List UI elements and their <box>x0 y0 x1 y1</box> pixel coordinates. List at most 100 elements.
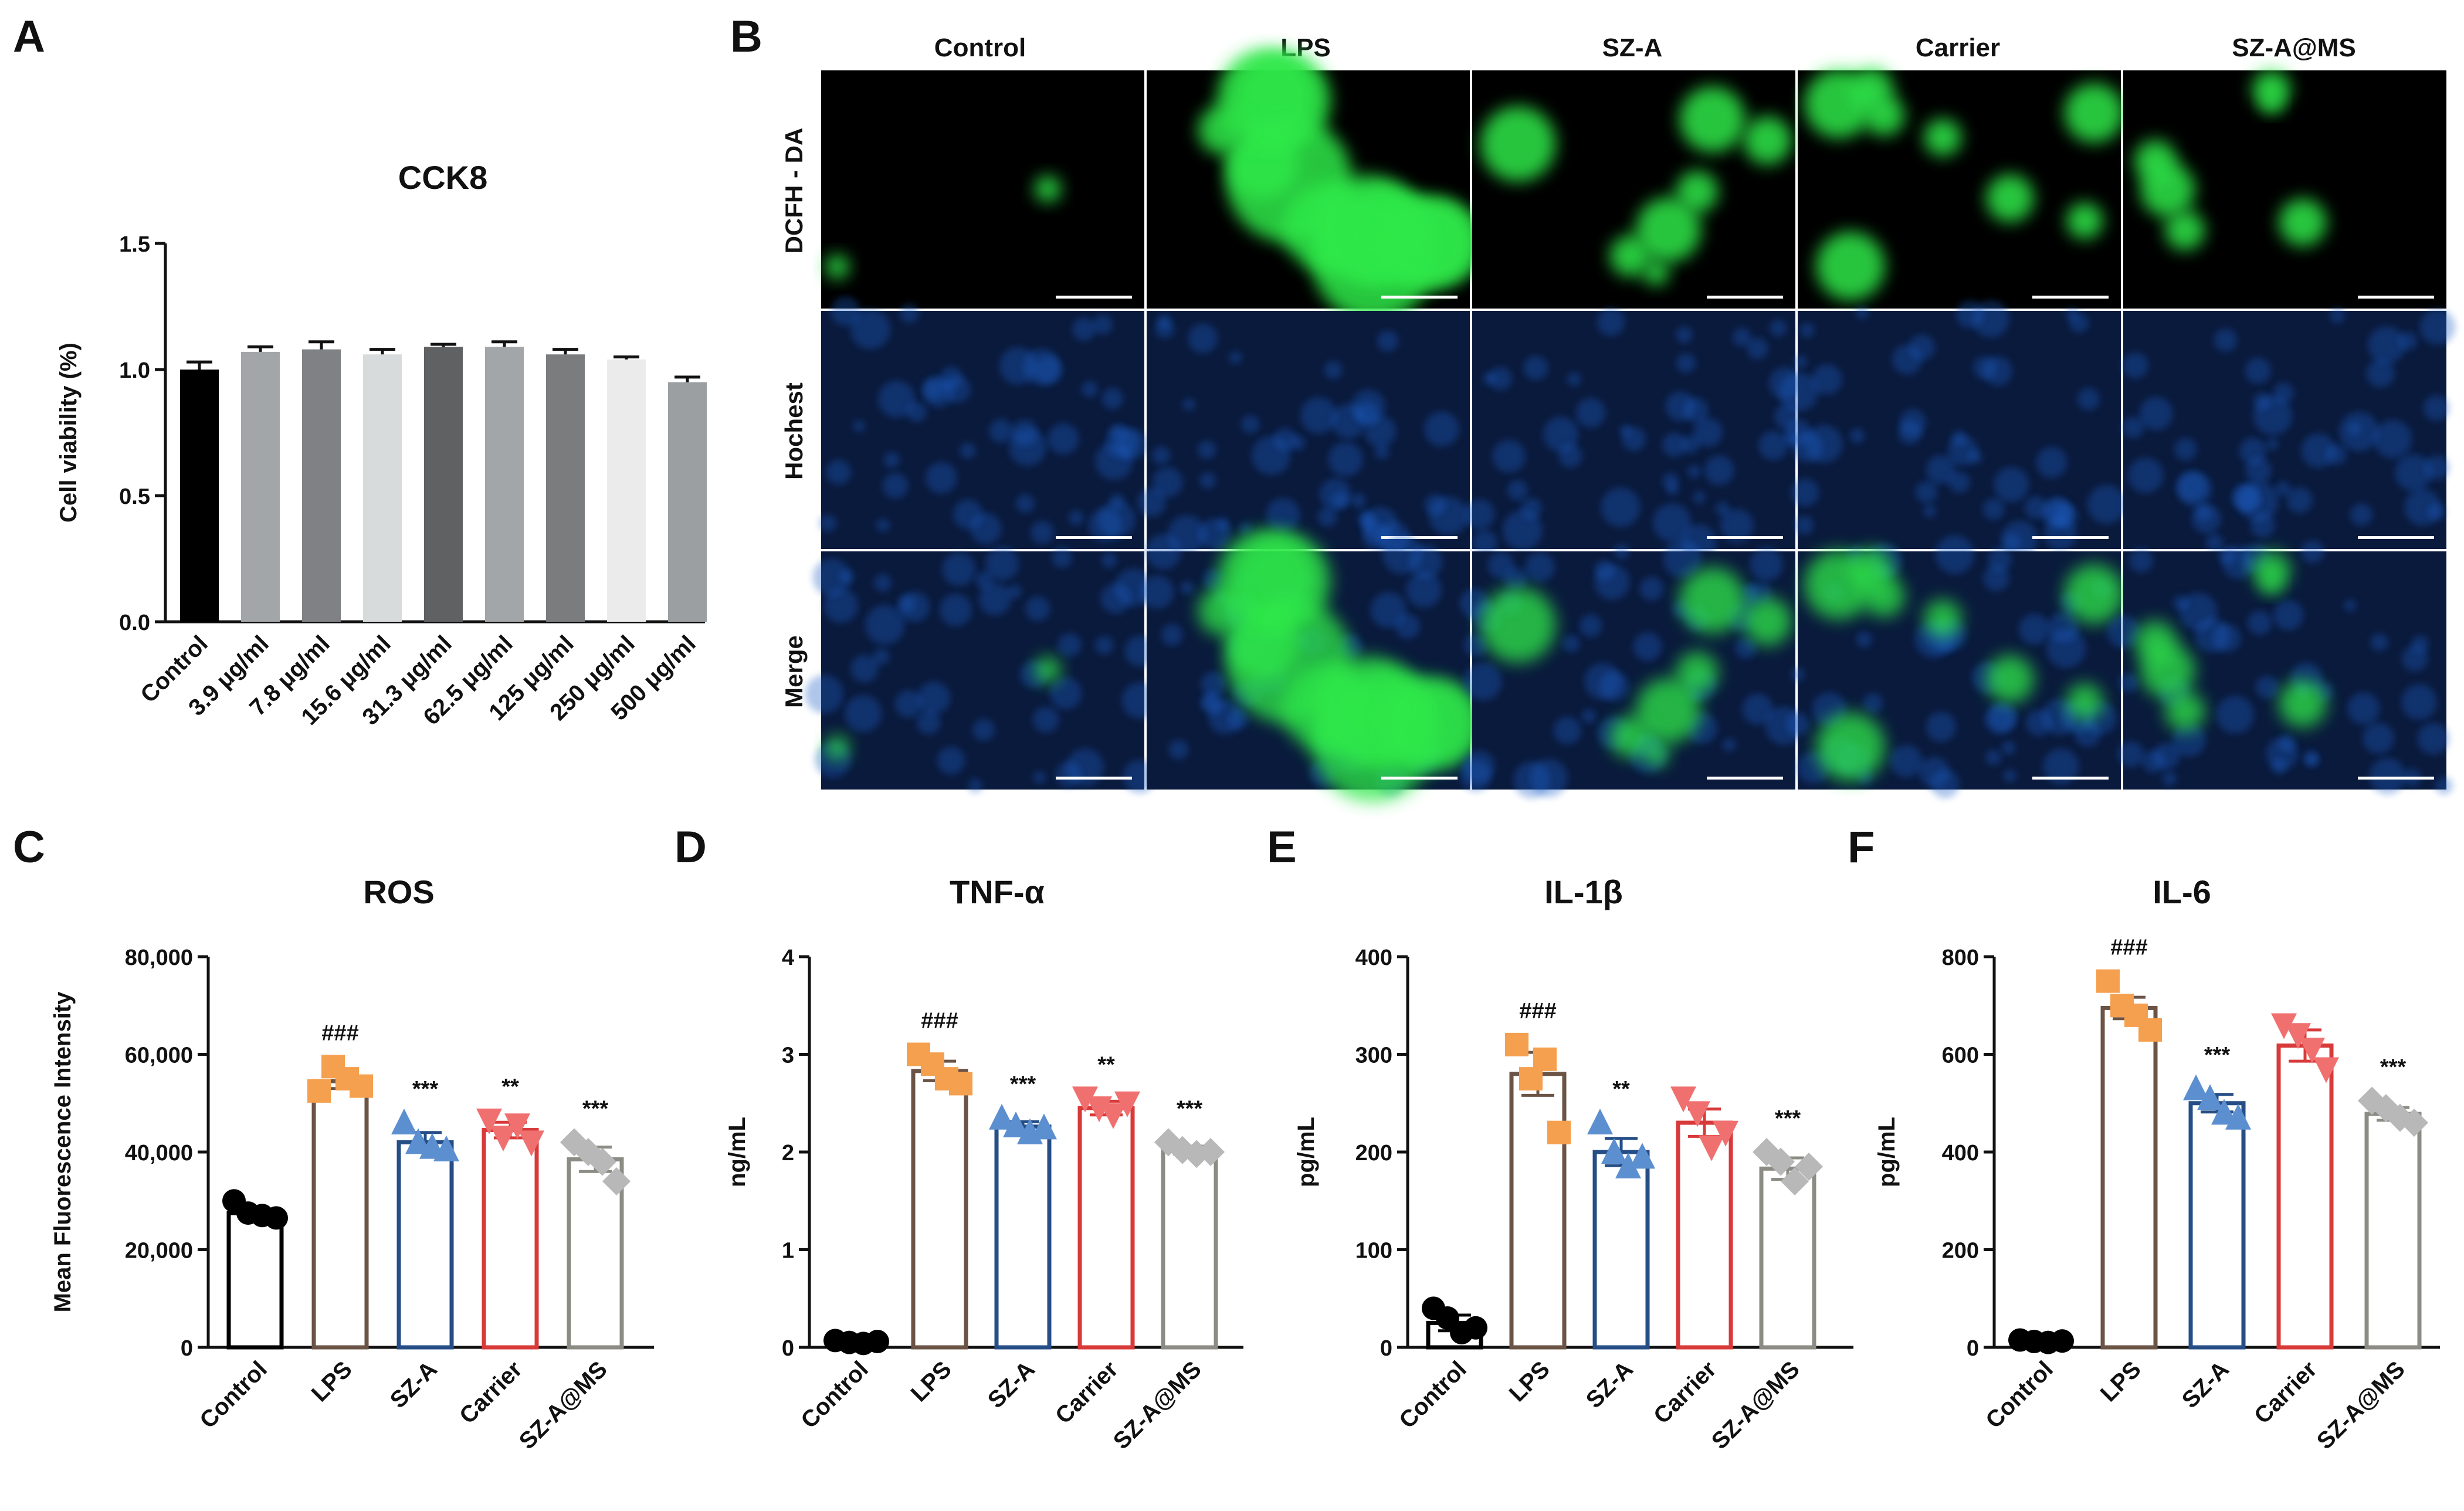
nuclei-blob <box>1241 415 1260 433</box>
y-tick-label: 0 <box>1380 1336 1392 1361</box>
fluorescence-cluster <box>1198 105 1247 155</box>
nuclei-blob <box>878 380 916 418</box>
fluorescence-cluster <box>1816 712 1885 782</box>
data-point <box>1114 1091 1140 1117</box>
y-axis-label: pg/mL <box>1874 1117 1900 1187</box>
bar-carrier <box>2276 1044 2334 1350</box>
y-tick-label: 1.0 <box>119 358 150 383</box>
nuclei-blob <box>1525 552 1555 582</box>
data-point <box>518 1130 544 1157</box>
nuclei-blob <box>2077 388 2100 411</box>
nuclei-blob <box>1239 522 1252 534</box>
panel-letter-f: F <box>1848 822 1875 872</box>
data-point <box>1533 1047 1557 1071</box>
x-tick-label: Carrier <box>2249 1356 2322 1429</box>
nuclei-blob <box>1273 428 1297 451</box>
significance-label: ** <box>1612 1077 1630 1102</box>
data-point <box>433 1135 459 1161</box>
nuclei-blob <box>1459 588 1489 618</box>
micrograph-merge-sz-a-ms <box>2107 540 2453 795</box>
fluorescence-cluster <box>1380 195 1474 290</box>
data-point <box>2211 1099 2237 1125</box>
nuclei-blob <box>1464 499 1495 530</box>
bar-sz-a <box>2188 1101 2246 1350</box>
significance-label: ### <box>1519 999 1556 1024</box>
data-point <box>1699 1135 1724 1161</box>
nuclei-blob <box>1094 636 1114 655</box>
nuclei-blob <box>1890 745 1923 778</box>
data-point <box>476 1108 502 1134</box>
data-point <box>1629 1143 1655 1169</box>
nuclei-blob <box>2122 416 2144 439</box>
nuclei-blob <box>1382 534 1422 574</box>
nuclei-blob <box>1594 560 1615 581</box>
nuclei-blob <box>1849 428 1865 443</box>
nuclei-blob <box>1324 361 1343 380</box>
data-point <box>1436 1306 1459 1330</box>
y-tick-label: 200 <box>1355 1141 1392 1166</box>
micrograph-dcfh-da-lps <box>1147 49 1482 321</box>
nuclei-blob <box>865 605 905 645</box>
nuclei-blob <box>2128 458 2164 493</box>
nuclei-blob <box>899 591 930 622</box>
nuclei-blob <box>1931 769 1960 798</box>
nuclei-blob <box>1601 487 1641 527</box>
nuclei-blob <box>2344 599 2357 612</box>
chart-title: IL-6 <box>2153 873 2211 910</box>
nuclei-blob <box>1472 530 1497 555</box>
fluorescence-cluster <box>1676 652 1719 694</box>
nuclei-blob <box>826 459 851 485</box>
y-tick-label: 1.5 <box>119 232 150 257</box>
fluorescence-cluster <box>825 736 849 760</box>
data-point <box>1670 1086 1696 1113</box>
y-tick-label: 2 <box>782 1141 794 1166</box>
micrograph-background <box>821 311 1144 549</box>
nuclei-blob <box>1464 633 1488 657</box>
y-tick-label: 40,000 <box>125 1141 193 1166</box>
nuclei-blob <box>1023 348 1060 385</box>
fluorescence-cluster <box>1816 231 1885 301</box>
significance-label: *** <box>2380 1055 2407 1080</box>
data-point <box>1031 1113 1057 1140</box>
nuclei-blob <box>2216 696 2254 734</box>
nuclei-blob <box>2368 326 2405 364</box>
x-tick-label: SZ-A <box>983 1356 1040 1413</box>
nuclei-blob <box>1229 351 1242 364</box>
scale-bar <box>2032 536 2109 539</box>
nuclei-blob <box>850 309 890 350</box>
nuclei-blob <box>2087 485 2126 524</box>
nuclei-blob <box>2174 438 2197 460</box>
x-tick-label: Carrier <box>1050 1356 1123 1429</box>
nuclei-blob <box>937 747 965 774</box>
fluorescence-cluster <box>2261 572 2282 594</box>
chart-ros: ROS Mean Fluorescence Intensity 0 20,000 40,… <box>50 873 654 1454</box>
nuclei-blob <box>1328 442 1363 477</box>
nuclei-blob <box>1513 761 1550 798</box>
nuclei-blob <box>1377 330 1398 352</box>
nuclei-blob <box>2172 723 2206 757</box>
scale-bar <box>2358 296 2434 299</box>
nuclei-blob <box>1994 467 2029 503</box>
nuclei-blob <box>2247 611 2272 635</box>
fluorescence-cluster <box>2165 210 2205 250</box>
data-point <box>1601 1138 1627 1164</box>
nuclei-blob <box>1662 432 1687 457</box>
nuclei-blob <box>1758 431 1788 460</box>
fluorescence-cluster <box>1380 676 1474 771</box>
bar-lps <box>2100 1005 2158 1350</box>
chart-tnf-alpha: TNF-α ng/mL 0 1 2 3 4 Control ### LPS *** SZ-A ** Car… <box>724 873 1243 1454</box>
nuclei-blob <box>1693 418 1723 447</box>
y-tick-label: 20,000 <box>125 1239 193 1263</box>
significance-label: *** <box>412 1077 439 1102</box>
nuclei-blob <box>2404 489 2441 526</box>
y-axis-label: Cell viability (%) <box>56 343 82 523</box>
nuclei-blob <box>894 690 923 718</box>
nuclei-blob <box>873 648 890 665</box>
bar-sz-a <box>994 1124 1052 1350</box>
nuclei-blob <box>917 682 950 714</box>
nuclei-blob <box>1633 632 1662 661</box>
column-label-sz-a: SZ-A <box>1602 33 1663 62</box>
nuclei-blob <box>1948 471 1970 493</box>
bar-carrier <box>1676 1120 1733 1350</box>
nuclei-blob <box>1733 328 1751 347</box>
